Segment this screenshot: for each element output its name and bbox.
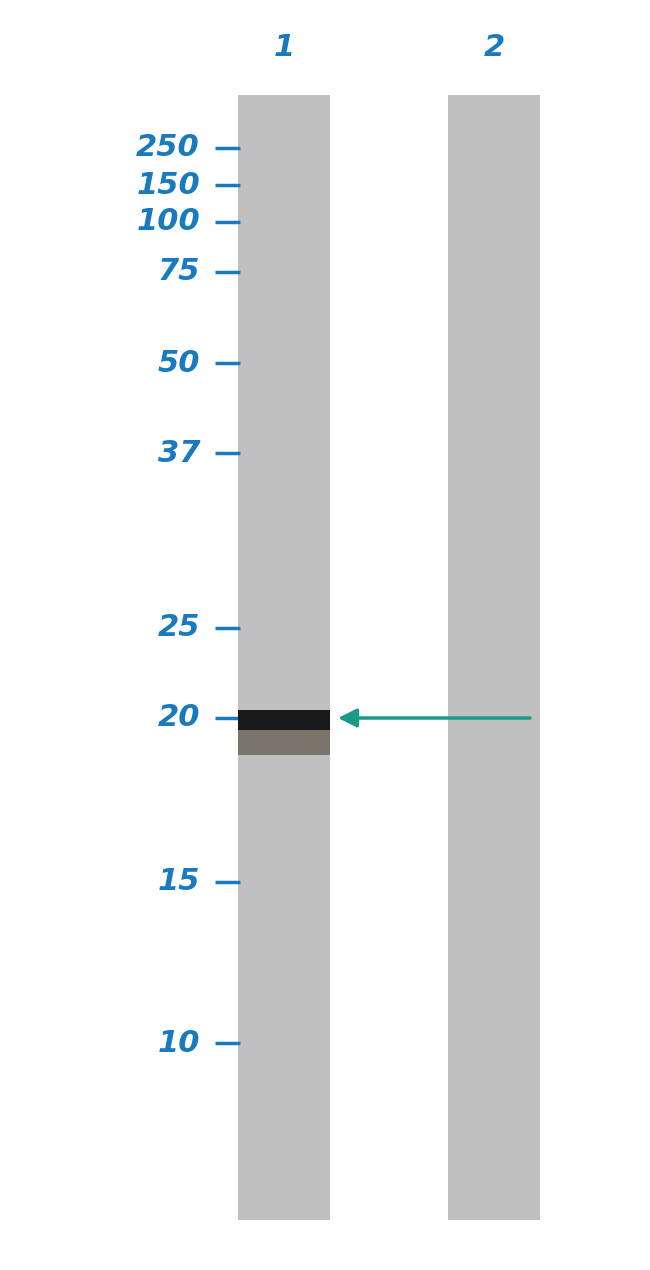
Text: 75: 75 [157,258,200,287]
Text: 100: 100 [136,207,200,236]
Bar [238,710,330,730]
Text: 150: 150 [136,170,200,199]
Bar [238,95,330,1220]
Bar [448,95,540,1220]
Text: 50: 50 [157,348,200,377]
Text: 250: 250 [136,133,200,163]
Text: 1: 1 [274,33,294,62]
Text: 10: 10 [157,1029,200,1058]
Text: 20: 20 [157,704,200,733]
Text: 37: 37 [157,438,200,467]
Text: 15: 15 [157,867,200,897]
Text: 25: 25 [157,613,200,643]
Text: 2: 2 [484,33,504,62]
Bar [238,730,330,754]
